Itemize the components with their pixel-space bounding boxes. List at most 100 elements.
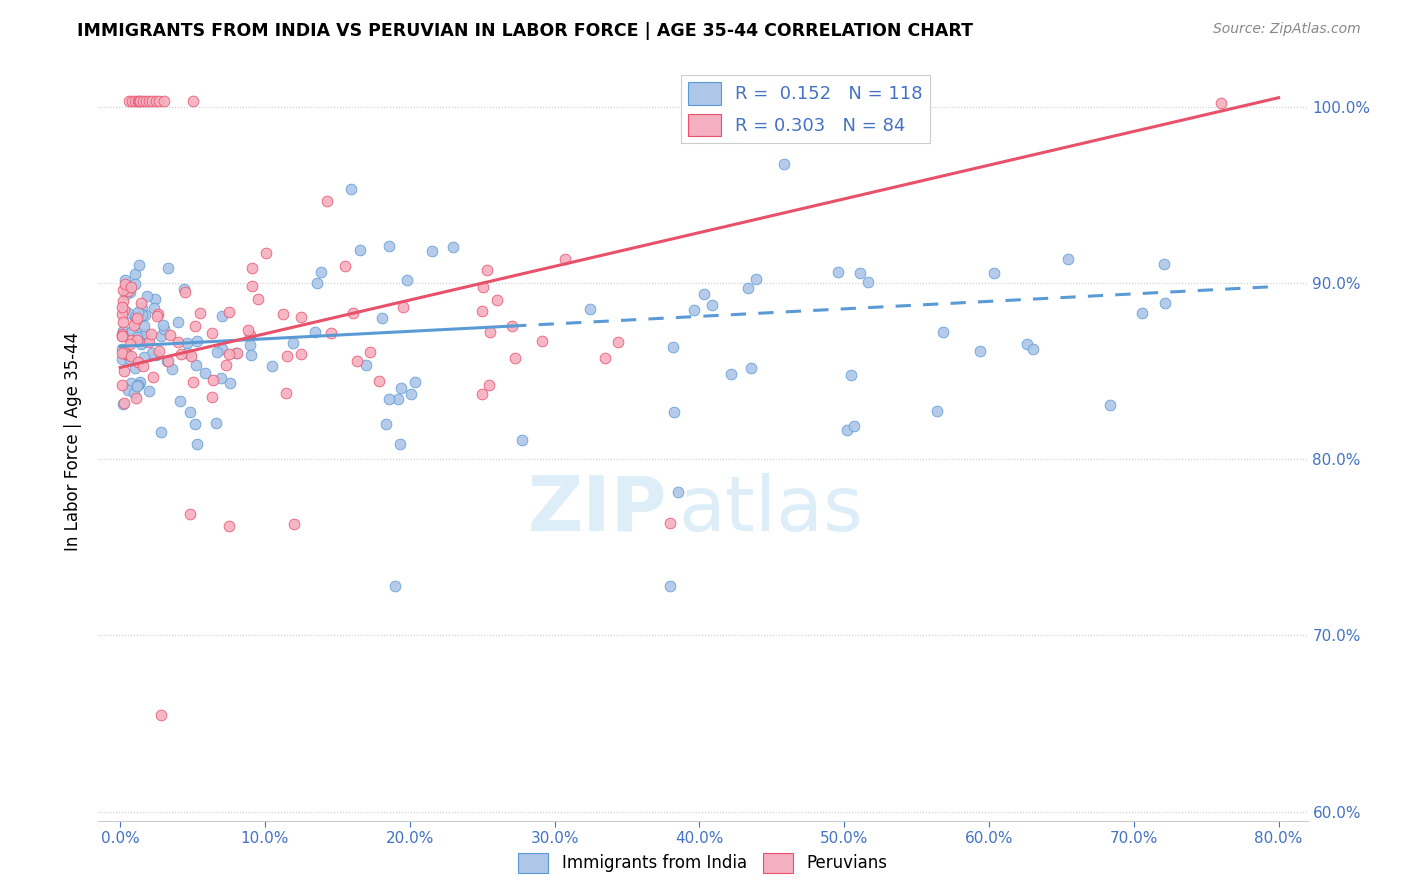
Point [932, 325, 955, 339]
Point [110, 346, 132, 360]
Point [246, 292, 269, 306]
Point [744, 272, 766, 286]
Point [290, 310, 312, 325]
Point [120, 351, 142, 366]
Point [124, 310, 146, 325]
Point [110, 329, 132, 343]
Point [156, 353, 179, 368]
Point [149, 707, 172, 722]
Point [110, 329, 132, 343]
Point [501, 319, 523, 334]
Point [218, 347, 240, 361]
Point [659, 516, 682, 530]
Point [662, 340, 685, 354]
Y-axis label: In Labor Force | Age 35-44: In Labor Force | Age 35-44 [65, 332, 83, 551]
Point [112, 283, 135, 297]
Legend: R =  0.152   N = 118, R = 0.303   N = 84: R = 0.152 N = 118, R = 0.303 N = 84 [681, 75, 929, 143]
Point [737, 281, 759, 295]
Point [209, 371, 232, 385]
Point [110, 307, 132, 321]
Point [120, 376, 142, 390]
Point [1057, 252, 1080, 266]
Point [169, 393, 191, 408]
Point [117, 383, 139, 397]
Point [131, 336, 153, 351]
Point [145, 292, 167, 306]
Point [114, 273, 136, 287]
Point [204, 417, 226, 431]
Point [179, 405, 201, 419]
Point [184, 359, 207, 373]
Point [485, 293, 508, 308]
Point [129, 336, 152, 351]
Point [176, 346, 198, 360]
Point [127, 355, 149, 369]
Point [141, 94, 163, 108]
Point [512, 433, 534, 447]
Point [471, 387, 494, 401]
Point [391, 301, 413, 315]
Point [150, 329, 173, 343]
Point [110, 352, 132, 367]
Point [404, 375, 426, 389]
Point [117, 347, 139, 361]
Text: ZIP: ZIP [527, 473, 666, 547]
Point [111, 324, 134, 338]
Point [283, 335, 305, 350]
Point [111, 342, 134, 356]
Point [271, 306, 294, 320]
Point [262, 359, 284, 373]
Point [839, 368, 862, 383]
Point [666, 485, 689, 500]
Point [115, 347, 138, 361]
Point [117, 284, 139, 298]
Point [124, 277, 146, 291]
Point [127, 378, 149, 392]
Point [128, 377, 150, 392]
Point [211, 343, 233, 357]
Point [311, 265, 333, 279]
Point [112, 302, 135, 317]
Point [983, 266, 1005, 280]
Point [146, 309, 169, 323]
Point [606, 334, 628, 349]
Point [180, 350, 202, 364]
Point [201, 390, 224, 404]
Point [157, 354, 180, 368]
Point [167, 315, 190, 329]
Point [136, 289, 159, 303]
Point [395, 273, 418, 287]
Point [194, 366, 217, 380]
Point [659, 579, 682, 593]
Point [111, 397, 134, 411]
Point [478, 325, 501, 339]
Point [125, 311, 148, 326]
Point [925, 403, 948, 417]
Point [693, 287, 716, 301]
Point [146, 307, 169, 321]
Point [503, 351, 526, 365]
Point [184, 318, 207, 333]
Point [111, 315, 134, 329]
Point [129, 94, 152, 108]
Point [121, 94, 143, 108]
Point [240, 278, 263, 293]
Point [304, 325, 326, 339]
Point [188, 306, 211, 320]
Point [218, 519, 240, 533]
Point [127, 379, 149, 393]
Point [157, 260, 180, 275]
Point [367, 374, 389, 388]
Point [579, 301, 602, 316]
Point [1153, 257, 1175, 271]
Point [1022, 342, 1045, 356]
Point [554, 252, 576, 266]
Point [112, 396, 135, 410]
Point [132, 94, 155, 108]
Point [384, 579, 406, 593]
Point [530, 334, 553, 348]
Point [111, 300, 134, 314]
Point [1154, 296, 1177, 310]
Point [849, 266, 872, 280]
Point [183, 417, 205, 431]
